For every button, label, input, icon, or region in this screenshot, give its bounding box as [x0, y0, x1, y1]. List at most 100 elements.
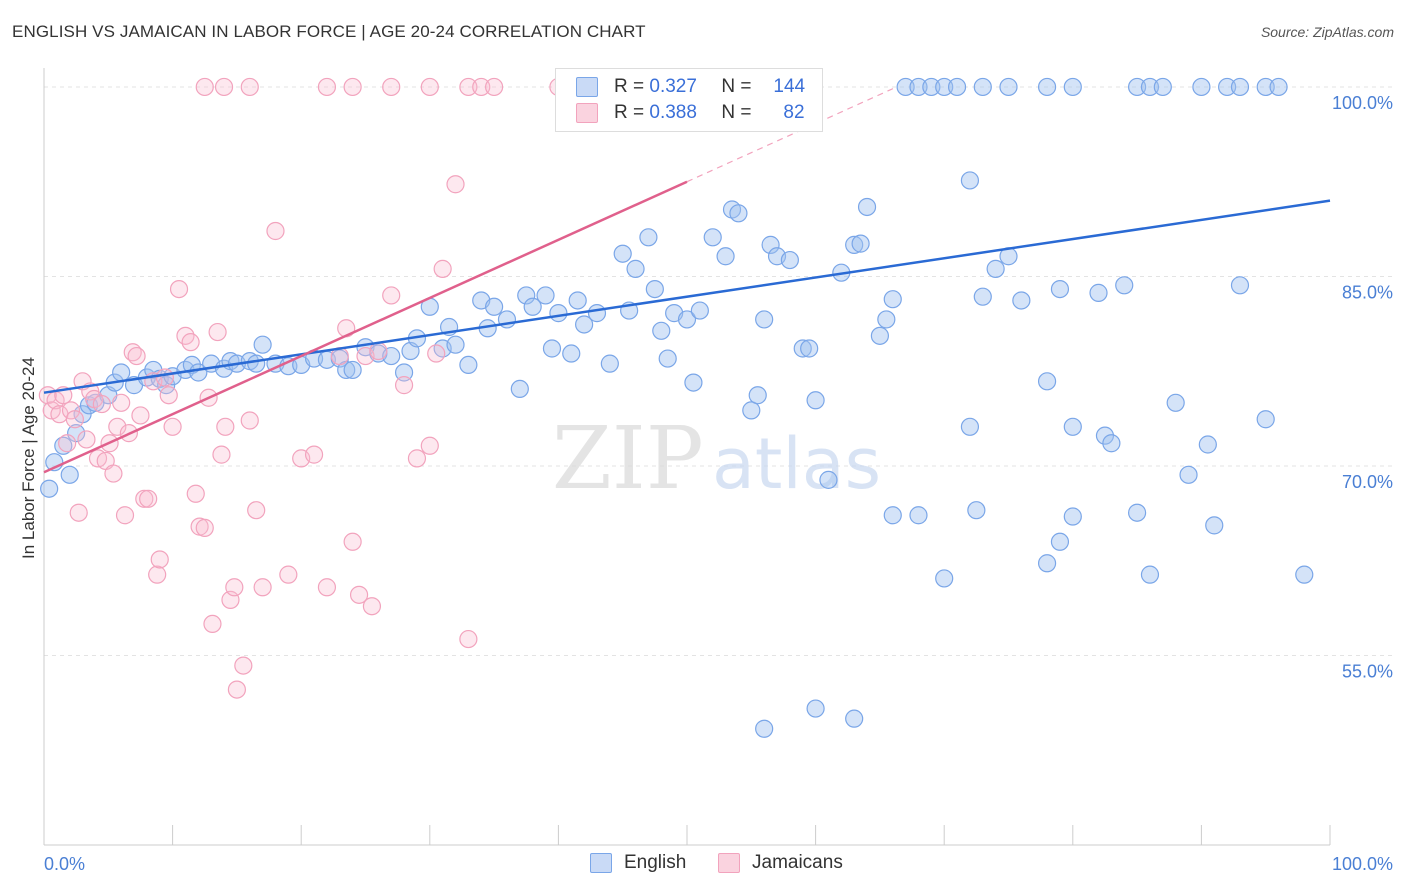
english-r-value: 0.327	[649, 76, 697, 97]
y-tick-label: 85.0%	[1342, 282, 1393, 302]
jamaicans-point	[382, 77, 401, 97]
jamaicans-point	[155, 368, 174, 387]
english-point	[1140, 77, 1160, 97]
jamaicans-point	[420, 77, 439, 97]
english-point	[510, 379, 529, 399]
english-point	[677, 310, 697, 329]
english-point	[800, 339, 819, 358]
english-point	[986, 259, 1005, 278]
jamaicans-point	[247, 501, 266, 520]
english-point	[1179, 465, 1198, 484]
stats-legend: R = 0.327 N = 144 R = 0.388 N = 82	[555, 68, 823, 132]
english-point	[1012, 291, 1031, 310]
jamaicans-point	[343, 532, 362, 551]
english-point	[1063, 77, 1082, 97]
jamaicans-point	[227, 680, 246, 699]
english-point	[857, 197, 877, 217]
english-point	[1050, 532, 1070, 551]
trend-lines	[43, 86, 1331, 474]
english-point	[1269, 77, 1288, 97]
jamaicans-point	[362, 597, 382, 616]
jamaicans-trend-extension	[686, 86, 897, 183]
jamaicans-points	[38, 77, 568, 699]
chart-source: Source: ZipAtlas.com	[1260, 24, 1394, 40]
jamaicans-point	[343, 77, 362, 97]
english-point	[60, 465, 79, 484]
jamaicans-point	[394, 376, 414, 395]
english-point	[780, 250, 799, 270]
jamaicans-n-label: N =	[721, 102, 752, 123]
english-point	[909, 506, 928, 525]
jamaicans-point	[131, 406, 150, 425]
english-point	[1050, 279, 1070, 299]
english-point	[517, 286, 536, 305]
jamaicans-point	[459, 77, 478, 97]
jamaicans-point	[92, 394, 111, 414]
english-point	[485, 297, 504, 316]
english-point	[793, 339, 812, 358]
english-point	[1037, 554, 1057, 573]
watermark-atlas: atlas	[712, 423, 881, 505]
english-point	[613, 244, 632, 263]
jamaicans-point	[382, 286, 401, 305]
english-point	[549, 304, 568, 323]
jamaicans-point	[407, 449, 427, 468]
jamaicans-point	[369, 341, 388, 361]
english-point	[845, 235, 864, 254]
y-tick-label: 55.0%	[1342, 661, 1393, 681]
jamaicans-point	[104, 464, 123, 483]
english-point	[1140, 565, 1160, 584]
english-point	[626, 259, 645, 278]
english-point	[935, 77, 954, 97]
english-r-label: R =	[614, 76, 645, 97]
legend-jamaicans[interactable]: Jamaicans	[718, 852, 843, 874]
jamaicans-point	[317, 77, 337, 97]
english-point	[748, 386, 767, 405]
english-point	[1089, 283, 1108, 302]
watermark-zip: ZIP	[552, 409, 704, 509]
english-point	[960, 171, 980, 190]
jamaicans-point	[214, 77, 234, 97]
jamaicans-point	[186, 484, 205, 503]
jamaicans-trend-line	[43, 180, 688, 474]
english-point	[973, 77, 992, 97]
english-swatch	[576, 77, 598, 97]
jamaicans-point	[115, 506, 135, 525]
jamaicans-point	[127, 346, 146, 366]
english-point	[343, 360, 362, 380]
legend-english[interactable]: English	[590, 852, 686, 874]
english-point	[645, 279, 664, 299]
english-point	[1127, 77, 1147, 97]
english-point	[845, 709, 864, 728]
english-point	[999, 77, 1018, 97]
english-point	[1205, 516, 1224, 535]
english-point	[253, 335, 272, 354]
english-point	[1166, 393, 1185, 412]
series-legend: English Jamaicans	[0, 852, 1406, 878]
jamaicans-point	[139, 489, 158, 508]
jamaicans-point	[266, 221, 285, 241]
english-point	[40, 479, 59, 498]
x-tick-label-end: 100.0%	[1332, 854, 1393, 874]
english-point	[1102, 434, 1121, 453]
jamaicans-point	[433, 259, 452, 278]
y-axis-label: In Labor Force | Age 20-24	[19, 357, 38, 559]
english-point	[652, 321, 671, 340]
x-tick-label-start: 0.0%	[44, 854, 85, 874]
jamaicans-point	[77, 430, 96, 449]
legend-english-label: English	[624, 852, 687, 873]
jamaicans-point	[349, 585, 369, 604]
jamaicans-point	[69, 503, 88, 522]
english-point	[883, 506, 902, 525]
english-point	[1095, 426, 1115, 445]
english-point	[960, 417, 980, 436]
jamaicans-point	[65, 410, 84, 429]
english-point	[947, 77, 967, 97]
jamaicans-point	[181, 333, 200, 352]
english-point	[967, 501, 986, 520]
legend-jamaicans-label: Jamaicans	[752, 852, 843, 873]
english-point	[819, 470, 838, 489]
jamaicans-point	[253, 578, 272, 597]
jamaicans-point	[446, 175, 465, 194]
